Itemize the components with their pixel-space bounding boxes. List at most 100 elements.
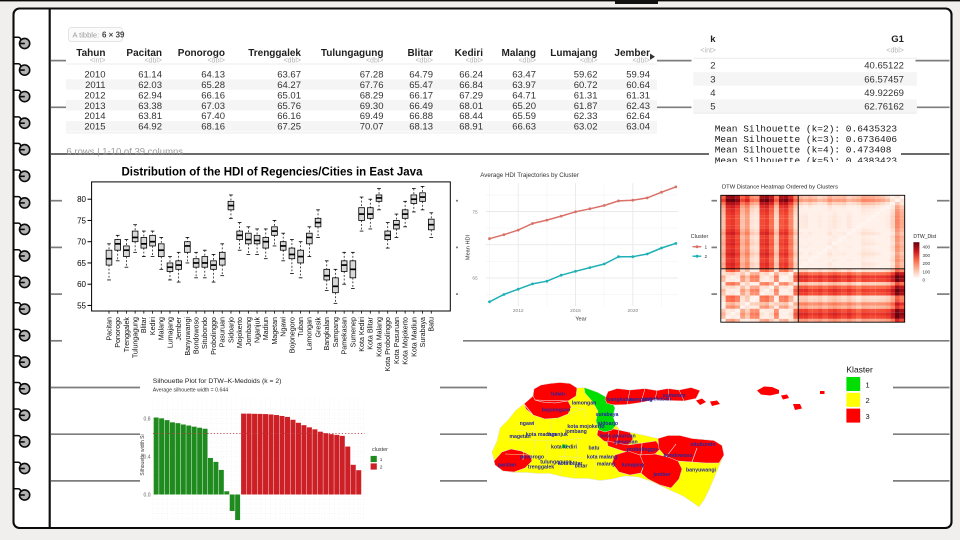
svg-text:2011: 2011 — [85, 80, 105, 91]
svg-text:Klaster: Klaster — [846, 365, 873, 375]
svg-text:Average HDI Trajectories by Cl: Average HDI Trajectories by Cluster — [480, 172, 579, 179]
svg-text:Trenggalek: Trenggalek — [123, 317, 131, 353]
svg-text:55: 55 — [77, 301, 86, 310]
svg-text:Pamekasan: Pamekasan — [341, 317, 349, 355]
svg-text:Year: Year — [575, 317, 586, 323]
svg-text:300: 300 — [923, 253, 931, 258]
svg-text:100: 100 — [923, 269, 931, 274]
svg-text:65.28: 65.28 — [201, 80, 225, 91]
svg-text:lamongan: lamongan — [572, 401, 597, 407]
svg-text:Blitar: Blitar — [140, 316, 148, 333]
svg-text:63.81: 63.81 — [138, 111, 162, 122]
svg-text:Pacitan: Pacitan — [105, 317, 113, 341]
svg-text:<dbl>: <dbl> — [207, 58, 225, 65]
svg-text:Bojonegoro: Bojonegoro — [288, 317, 296, 353]
svg-text:Kota Probolinggo: Kota Probolinggo — [384, 317, 392, 371]
svg-text:kota madiun: kota madiun — [526, 432, 557, 438]
svg-text:Mojokerto: Mojokerto — [236, 317, 244, 348]
svg-text:64.71: 64.71 — [512, 90, 536, 101]
svg-text:<int>: <int> — [700, 48, 716, 55]
svg-text:Mean Silhouette (k=2): 0.64353: Mean Silhouette (k=2): 0.6435323 — [715, 124, 898, 135]
svg-text:4: 4 — [710, 88, 715, 99]
svg-text:62.43: 62.43 — [626, 101, 650, 112]
svg-text:69.49: 69.49 — [360, 111, 384, 122]
svg-text:3: 3 — [866, 412, 870, 421]
svg-text:bangkalan: bangkalan — [607, 397, 633, 403]
svg-text:Silhouette Plot for DTW–K-Medo: Silhouette Plot for DTW–K-Medoids (k = 2… — [153, 378, 282, 385]
svg-text:1: 1 — [866, 380, 870, 389]
svg-text:66.49: 66.49 — [409, 101, 433, 112]
svg-text:Magetan: Magetan — [271, 317, 279, 345]
svg-text:64.92: 64.92 — [138, 122, 162, 133]
svg-text:ngawi: ngawi — [520, 421, 535, 427]
svg-text:situbondo: situbondo — [690, 442, 715, 448]
svg-text:Malang: Malang — [502, 48, 536, 59]
svg-text:pasuruan: pasuruan — [614, 440, 637, 446]
svg-text:65.76: 65.76 — [277, 101, 301, 112]
svg-text:49.92269: 49.92269 — [864, 88, 904, 99]
svg-text:Tuban: Tuban — [297, 317, 305, 337]
svg-text:66.24: 66.24 — [459, 69, 483, 80]
svg-text:Kota Mojokerto: Kota Mojokerto — [402, 317, 410, 365]
svg-text:<dbl>: <dbl> — [415, 58, 433, 65]
svg-text:5: 5 — [710, 102, 715, 113]
svg-text:68.44: 68.44 — [459, 111, 483, 122]
svg-text:2016: 2016 — [570, 308, 581, 314]
svg-text:64.13: 64.13 — [201, 69, 225, 80]
svg-text:65.20: 65.20 — [512, 101, 536, 112]
svg-text:bondowoso: bondowoso — [663, 453, 692, 459]
svg-text:Nganjuk: Nganjuk — [253, 317, 261, 343]
svg-text:3: 3 — [710, 74, 715, 85]
svg-text:2020: 2020 — [628, 308, 639, 314]
svg-text:Kota Madiun: Kota Madiun — [410, 317, 418, 357]
svg-text:61.14: 61.14 — [138, 69, 162, 80]
svg-text:k: k — [710, 34, 716, 45]
svg-text:batu: batu — [589, 446, 600, 452]
svg-text:Mean Silhouette (k=5): 0.43834: Mean Silhouette (k=5): 0.4383423 — [715, 155, 898, 166]
svg-text:pacitan: pacitan — [498, 463, 516, 469]
svg-text:0: 0 — [923, 278, 926, 283]
svg-text:banyuwangi: banyuwangi — [686, 468, 717, 474]
svg-text:63.02: 63.02 — [574, 122, 598, 133]
svg-text:A tibble:: A tibble: — [73, 31, 100, 40]
svg-text:Trenggalek: Trenggalek — [248, 48, 301, 59]
svg-text:<dbl>: <dbl> — [580, 58, 598, 65]
svg-text:67.40: 67.40 — [201, 111, 225, 122]
svg-text:<dbl>: <dbl> — [283, 58, 301, 65]
svg-text:Tulungagung: Tulungagung — [132, 317, 140, 358]
svg-text:62.76162: 62.76162 — [864, 102, 904, 113]
svg-text:Blitar: Blitar — [407, 48, 433, 59]
svg-text:ponorogo: ponorogo — [520, 455, 544, 461]
svg-text:67.76: 67.76 — [360, 80, 384, 91]
svg-text:62.64: 62.64 — [626, 111, 650, 122]
svg-text:66.16: 66.16 — [277, 111, 301, 122]
svg-text:probolinggo: probolinggo — [627, 447, 657, 453]
svg-text:DTW_Dist: DTW_Dist — [913, 234, 936, 240]
svg-text:2: 2 — [866, 396, 870, 405]
svg-text:kota kediri: kota kediri — [551, 445, 578, 451]
svg-text:400: 400 — [923, 245, 931, 250]
svg-text:Mean Silhouette (k=4): 0.47340: Mean Silhouette (k=4): 0.473408 — [715, 145, 892, 156]
svg-text:Sampang: Sampang — [332, 317, 340, 347]
svg-text:61.31: 61.31 — [574, 90, 598, 101]
svg-text:Tahun: Tahun — [76, 48, 105, 59]
svg-text:magetan: magetan — [509, 434, 530, 440]
svg-text:65.59: 65.59 — [512, 111, 536, 122]
svg-text:kota mojokerto: kota mojokerto — [567, 424, 604, 430]
svg-text:Kediri: Kediri — [149, 317, 157, 336]
svg-text:sidoarjo: sidoarjo — [598, 421, 618, 427]
svg-text:Sumenep: Sumenep — [349, 317, 357, 347]
svg-text:64.27: 64.27 — [277, 80, 301, 91]
svg-text:Malang: Malang — [158, 317, 166, 340]
svg-text:0.8: 0.8 — [144, 417, 151, 423]
svg-text:Pasuruan: Pasuruan — [219, 317, 227, 347]
svg-text:63.38: 63.38 — [138, 101, 162, 112]
svg-text:tuban: tuban — [551, 392, 565, 398]
svg-text:40.65122: 40.65122 — [864, 61, 904, 72]
svg-text:63.47: 63.47 — [512, 69, 536, 80]
svg-text:63.04: 63.04 — [626, 122, 650, 133]
svg-text:Distribution of the HDI of Reg: Distribution of the HDI of Regencies/Cit… — [122, 167, 424, 179]
svg-text:67.25: 67.25 — [277, 122, 301, 133]
svg-text:Kota Pasuruan: Kota Pasuruan — [393, 317, 401, 364]
svg-text:Ponorogo: Ponorogo — [178, 48, 225, 59]
